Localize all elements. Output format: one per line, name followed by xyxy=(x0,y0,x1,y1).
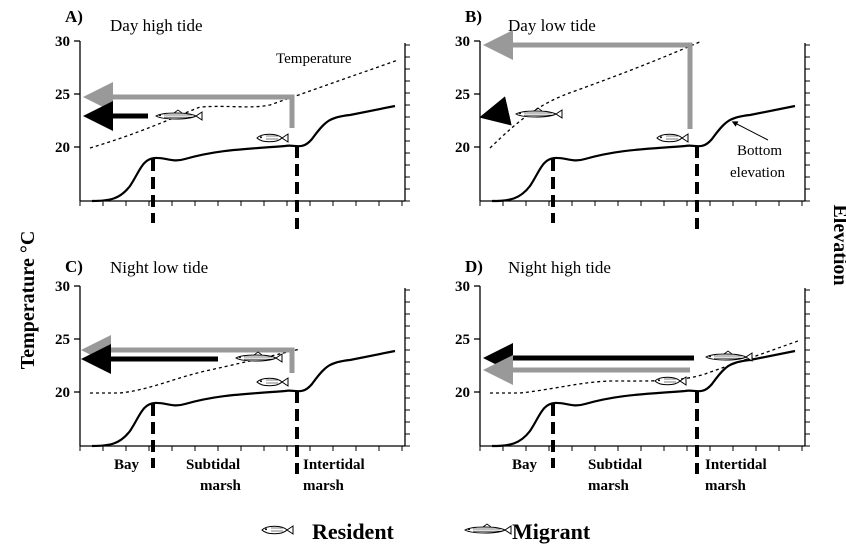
zone-labels-right: Bay Subtidal marsh Intertidal marsh xyxy=(512,457,767,494)
bottom-elevation-annotation-line1: Bottom xyxy=(737,143,782,159)
panel-c-letter: C) xyxy=(65,257,83,276)
y-axis-label-right: Elevation xyxy=(829,204,846,285)
legend-migrant-label: Migrant xyxy=(512,519,591,544)
panel-d-title: Night high tide xyxy=(508,258,611,277)
panel-d-letter: D) xyxy=(465,257,483,276)
small-fish-icon xyxy=(261,525,294,535)
zone-bay-label: Bay xyxy=(512,457,538,473)
legend: Resident Migrant xyxy=(261,519,591,544)
zone-subtidal-label: Subtidal xyxy=(186,457,240,473)
migrant-fish-icon xyxy=(155,109,203,121)
bottom-elevation-curve xyxy=(91,104,396,203)
bottom-elevation-annotation-line2: elevation xyxy=(730,165,785,181)
migrant-arrow xyxy=(479,96,512,126)
zone-subtidal-label-2: marsh xyxy=(588,478,629,494)
y-tick-label: 20 xyxy=(455,140,470,156)
migrant-fish-icon xyxy=(235,351,283,363)
zone-intertidal-label-2: marsh xyxy=(705,478,746,494)
y-axis-label-left: Temperature °C xyxy=(17,231,39,370)
panel-b-title: Day low tide xyxy=(508,16,596,35)
y-tick-label: 30 xyxy=(455,34,470,50)
zone-intertidal-label: Intertidal xyxy=(705,457,767,473)
resident-arrow xyxy=(82,82,295,128)
zone-intertidal-label: Intertidal xyxy=(303,457,365,473)
temperature-line xyxy=(89,59,399,149)
y-tick-label: 25 xyxy=(55,87,70,103)
panel-a-title: Day high tide xyxy=(110,16,203,35)
y-tick-label: 20 xyxy=(55,385,70,401)
panel-c: C) Night low tide xyxy=(65,257,208,277)
resident-arrow xyxy=(482,30,693,129)
panel-d-plot: 30 25 20 xyxy=(455,279,810,474)
panel-a-plot: 30 25 20 xyxy=(55,34,410,229)
panel-a-letter: A) xyxy=(65,7,83,26)
legend-resident-label: Resident xyxy=(312,519,395,544)
y-tick-label: 30 xyxy=(55,34,70,50)
temperature-line xyxy=(90,348,301,394)
migrant-fish-icon xyxy=(515,107,563,119)
panel-d: D) Night high tide xyxy=(465,257,611,277)
y-tick-label: 25 xyxy=(455,87,470,103)
y-tick-label: 25 xyxy=(55,332,70,348)
slender-fish-icon xyxy=(464,523,512,535)
panel-c-plot: 30 25 20 xyxy=(55,279,410,474)
panel-b-letter: B) xyxy=(465,7,482,26)
zone-labels-left: Bay Subtidal marsh Intertidal marsh xyxy=(114,457,365,494)
temperature-line xyxy=(489,40,703,149)
bottom-elevation-curve xyxy=(91,349,396,448)
y-tick-label: 25 xyxy=(455,332,470,348)
zone-subtidal-label-2: marsh xyxy=(200,478,241,494)
temperature-line xyxy=(490,340,799,394)
bottom-elevation-pointer xyxy=(731,121,769,141)
resident-fish-icon xyxy=(256,377,289,387)
panel-a: A) Day high tide Temperature xyxy=(65,7,352,67)
y-tick-label: 20 xyxy=(455,385,470,401)
bottom-elevation-curve xyxy=(491,104,796,203)
zone-subtidal-label: Subtidal xyxy=(588,457,642,473)
zone-intertidal-label-2: marsh xyxy=(303,478,344,494)
zone-bay-label: Bay xyxy=(114,457,140,473)
panel-b-plot: 30 25 20 xyxy=(455,30,810,229)
panel-b: B) Day low tide Bottom elevation xyxy=(465,7,785,181)
y-tick-label: 20 xyxy=(55,140,70,156)
resident-arrow xyxy=(80,335,295,373)
resident-fish-icon xyxy=(256,133,289,143)
temperature-annotation: Temperature xyxy=(276,51,352,67)
panel-c-title: Night low tide xyxy=(110,258,208,277)
resident-fish-icon xyxy=(654,376,687,386)
resident-fish-icon xyxy=(656,133,689,143)
y-tick-label: 30 xyxy=(455,279,470,295)
bottom-elevation-curve xyxy=(491,349,796,448)
y-tick-label: 30 xyxy=(55,279,70,295)
